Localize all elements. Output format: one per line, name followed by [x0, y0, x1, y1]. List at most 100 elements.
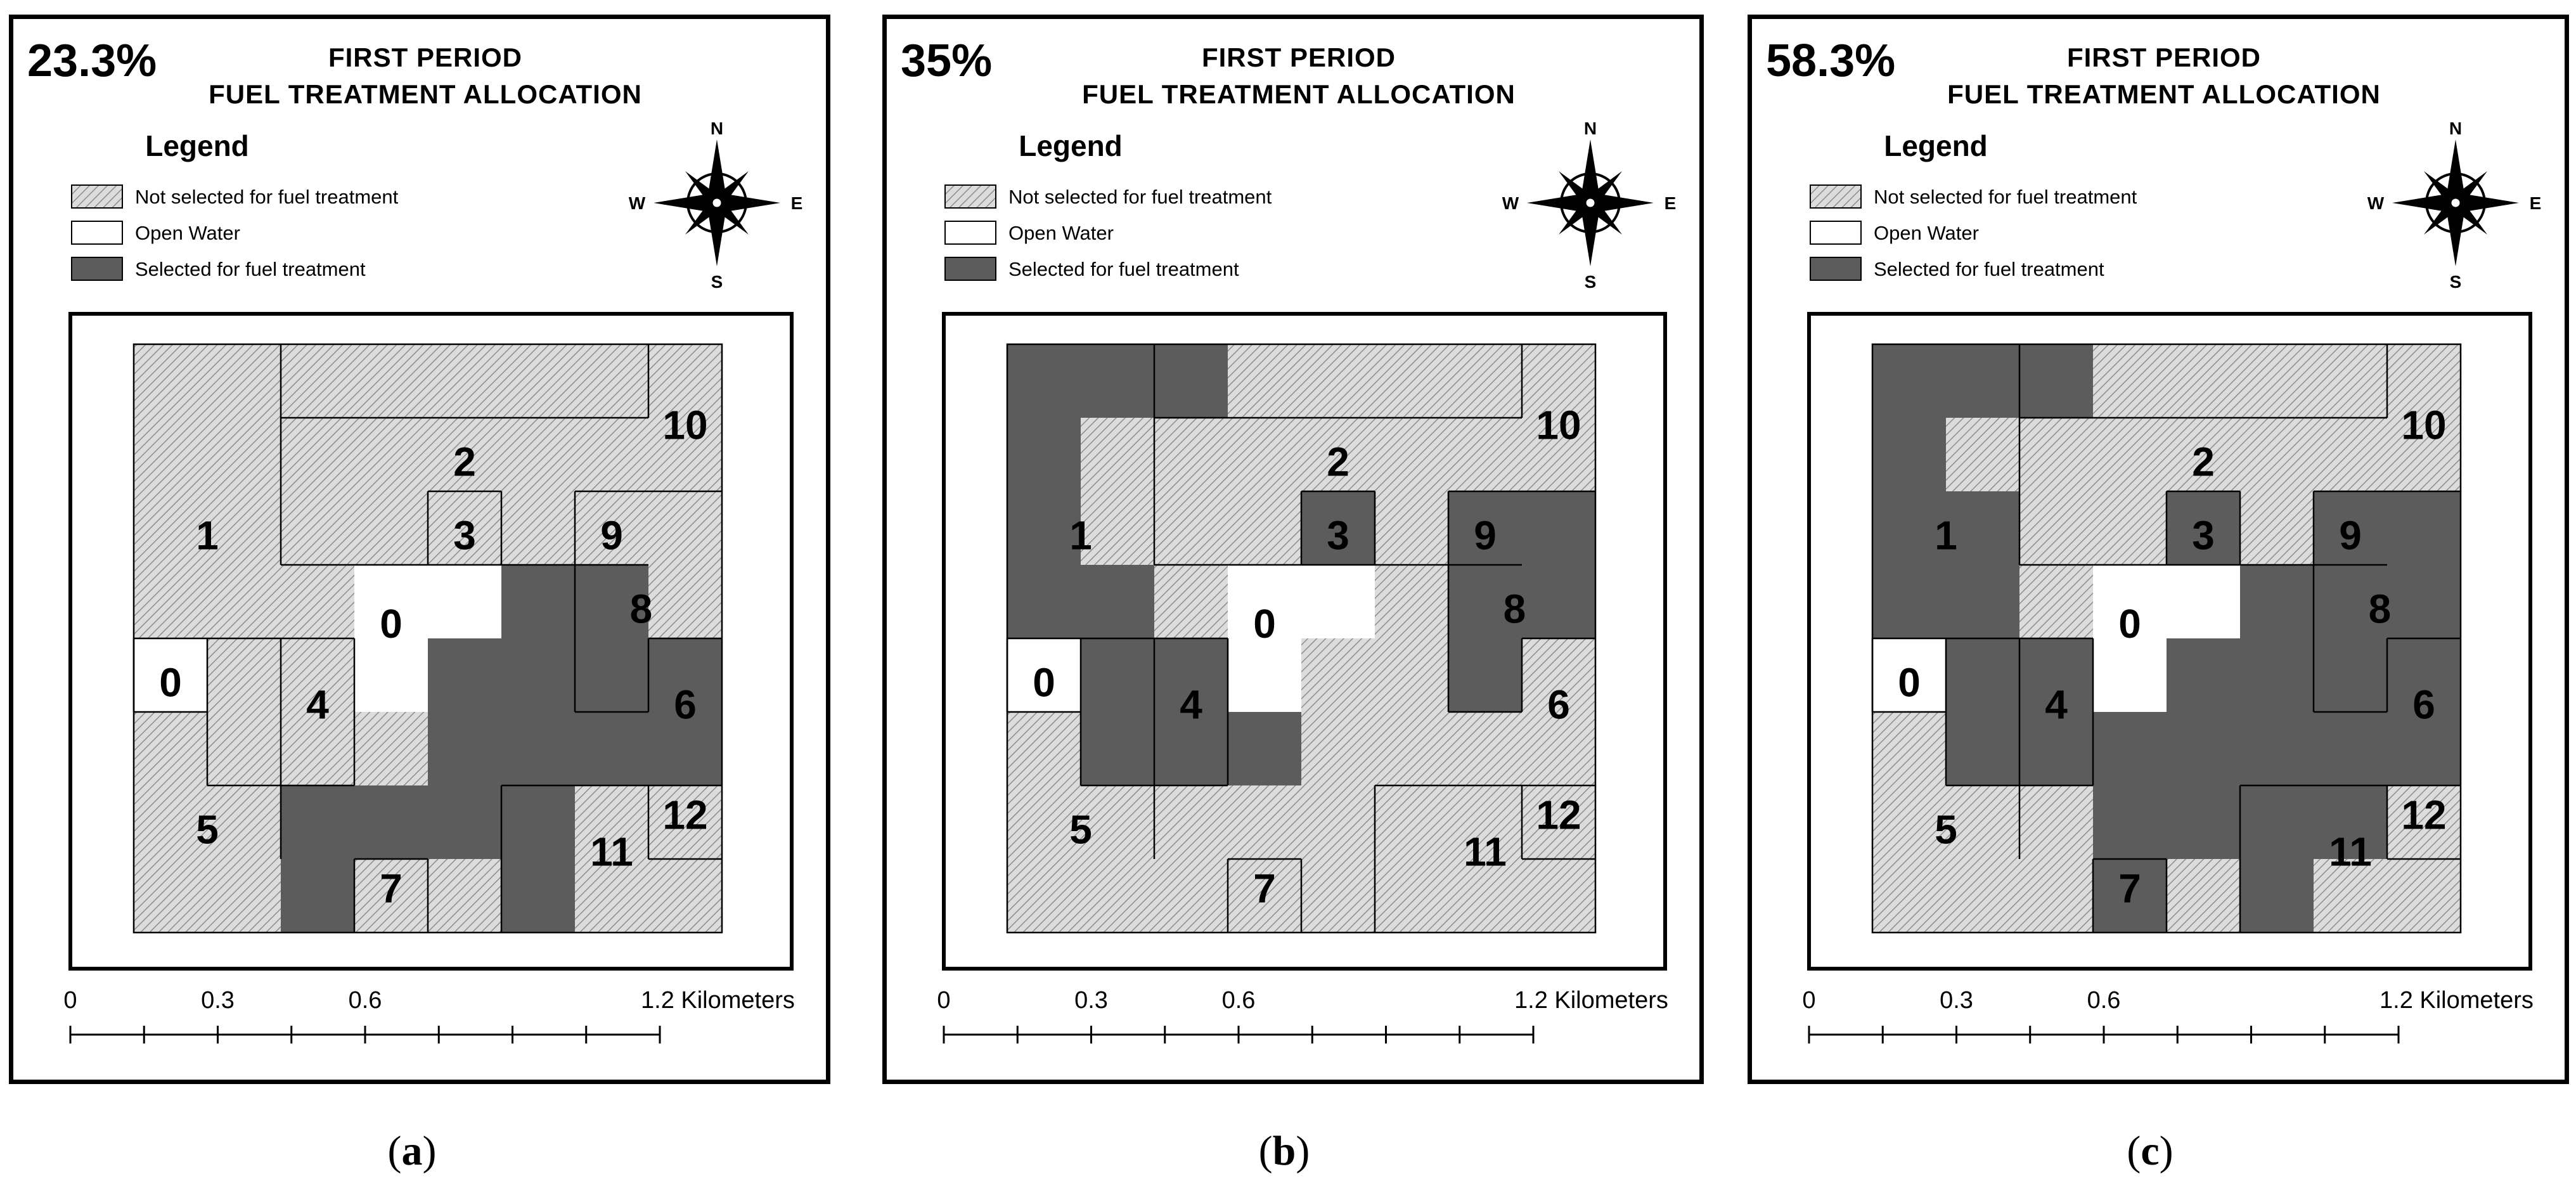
- treated-cell: [2240, 785, 2314, 860]
- untreated-cell: [1301, 712, 1375, 786]
- stand-label-4: 4: [1180, 681, 1202, 727]
- stand-label-2: 2: [2192, 439, 2215, 485]
- map-panel-svg: 23.3% FIRST PERIOD FUEL TREATMENT ALLOCATI…: [27, 36, 802, 1043]
- untreated-cell: [134, 418, 208, 492]
- untreated-cell: [207, 565, 281, 639]
- treated-cell: [2240, 565, 2314, 639]
- stand-label-2: 2: [1327, 439, 1349, 485]
- compass-rose-icon: N S E W: [1502, 119, 1677, 292]
- untreated-cell: [2314, 344, 2388, 418]
- untreated-cell: [428, 418, 502, 492]
- untreated-cell: [1301, 344, 1375, 418]
- stand-label-7: 7: [2118, 865, 2141, 911]
- treated-cell: [1448, 491, 1523, 565]
- treated-cell: [648, 712, 723, 786]
- untreated-cell: [207, 638, 281, 713]
- untreated-cell: [1448, 344, 1523, 418]
- untreated-cell: [1154, 418, 1228, 492]
- treated-cell: [2019, 712, 2094, 786]
- untreated-cell: [281, 418, 355, 492]
- untreated-cell: [207, 712, 281, 786]
- stand-label-0: 0: [1033, 660, 1055, 706]
- untreated-cell: [1522, 344, 1596, 418]
- legend-swatch-white: [1810, 221, 1862, 245]
- map-title-line2: FUEL TREATMENT ALLOCATION: [209, 79, 642, 109]
- untreated-cell: [2167, 418, 2241, 492]
- treated-cell: [2387, 491, 2461, 565]
- untreated-cell: [575, 785, 649, 860]
- untreated-cell: [1375, 859, 1449, 933]
- stand-label-12: 12: [2401, 792, 2446, 837]
- treated-cell: [2314, 565, 2388, 639]
- stand-label-6: 6: [674, 681, 697, 727]
- untreated-cell: [2387, 344, 2461, 418]
- treated-cell: [2240, 712, 2314, 786]
- treated-cell: [1522, 491, 1596, 565]
- untreated-cell: [428, 344, 502, 418]
- stand-label-0: 0: [380, 601, 402, 647]
- legend-label: Not selected for fuel treatment: [135, 186, 399, 208]
- treated-cell: [2093, 785, 2167, 860]
- untreated-cell: [648, 491, 723, 565]
- stand-label-5: 5: [196, 807, 219, 853]
- untreated-cell: [1375, 418, 1449, 492]
- untreated-cell: [1375, 565, 1449, 639]
- treated-cell: [501, 859, 576, 933]
- untreated-cell: [207, 785, 281, 860]
- untreated-cell: [281, 565, 355, 639]
- untreated-cell: [575, 491, 649, 565]
- untreated-cell: [354, 859, 428, 933]
- untreated-cell: [501, 418, 576, 492]
- untreated-cell: [281, 638, 355, 713]
- untreated-cell: [207, 491, 281, 565]
- compass-rose-icon: N S E W: [2367, 119, 2542, 292]
- untreated-cell: [207, 418, 281, 492]
- untreated-cell: [354, 712, 428, 786]
- untreated-cell: [1154, 785, 1228, 860]
- treated-cell: [428, 785, 502, 860]
- scale-label: 0: [63, 987, 77, 1014]
- legend-swatch-white: [71, 221, 123, 245]
- stand-label-9: 9: [1474, 513, 1497, 559]
- stand-grid: [1872, 344, 2461, 933]
- map-title-line2: FUEL TREATMENT ALLOCATION: [1082, 79, 1516, 109]
- stand-label-8: 8: [2369, 586, 2392, 632]
- untreated-cell: [207, 859, 281, 933]
- untreated-cell: [1154, 565, 1228, 639]
- untreated-cell: [1946, 785, 2020, 860]
- untreated-cell: [354, 491, 428, 565]
- compass-n: N: [711, 119, 723, 138]
- untreated-cell: [354, 418, 428, 492]
- stand-label-11: 11: [2329, 829, 2372, 874]
- untreated-cell: [2240, 418, 2314, 492]
- caption-b: (b): [1258, 1128, 1310, 1174]
- treated-cell: [1448, 638, 1523, 713]
- treated-cell: [1007, 418, 1081, 492]
- untreated-cell: [2019, 565, 2094, 639]
- untreated-cell: [1872, 859, 1947, 933]
- untreated-cell: [1872, 712, 1947, 786]
- legend-swatch-white: [944, 221, 996, 245]
- stand-boundaries: [1871, 344, 2461, 933]
- stand-label-12: 12: [662, 792, 707, 837]
- treated-cell: [1872, 565, 1947, 639]
- treated-cell: [1081, 638, 1155, 713]
- untreated-cell: [648, 565, 723, 639]
- untreated-cell: [1448, 418, 1523, 492]
- untreated-cell: [134, 785, 208, 860]
- legend-label: Not selected for fuel treatment: [1874, 186, 2137, 208]
- stand-label-7: 7: [1253, 865, 1276, 911]
- untreated-cell: [1007, 712, 1081, 786]
- untreated-cell: [2093, 344, 2167, 418]
- scale-label: 0: [1802, 987, 1815, 1014]
- scale-label: 0.6: [349, 987, 382, 1014]
- stand-label-2: 2: [453, 439, 476, 485]
- treated-cell: [1872, 418, 1947, 492]
- compass-w: W: [2367, 193, 2385, 213]
- map-panel-svg: 58.3% FIRST PERIOD FUEL TREATMENT ALLOCATI…: [1766, 36, 2542, 1043]
- untreated-cell: [1522, 785, 1596, 860]
- untreated-cell: [1375, 638, 1449, 713]
- untreated-cell: [1154, 859, 1228, 933]
- treated-cell: [1228, 712, 1302, 786]
- untreated-cell: [1448, 859, 1523, 933]
